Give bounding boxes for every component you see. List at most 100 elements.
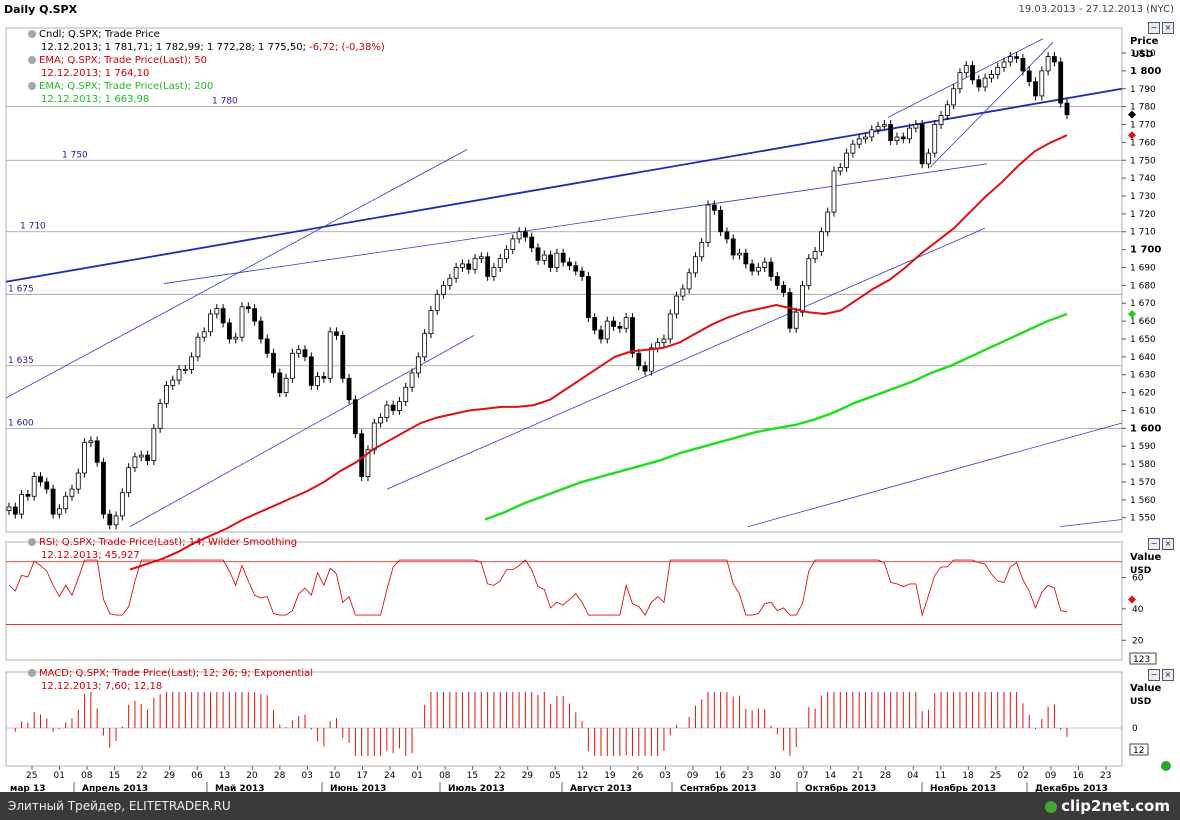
trend-line: [386, 227, 986, 490]
candle-body: [831, 170, 837, 213]
price-tick-label: 1 710: [1130, 228, 1156, 238]
ema200-marker: [1128, 309, 1136, 318]
rsi-panel-minimize-button[interactable]: −: [1148, 538, 1160, 550]
candle-body: [875, 125, 881, 131]
date-tick-label: 16: [1072, 771, 1084, 781]
macd-series-icon[interactable]: [28, 669, 36, 677]
candle-body: [453, 267, 459, 279]
candle-body: [1045, 56, 1051, 72]
candle-body: [592, 317, 598, 331]
level-label: 1 710: [20, 222, 46, 232]
candle-body: [888, 124, 894, 141]
price-tick-label: 1 720: [1130, 210, 1156, 220]
date-tick-label: 28: [880, 771, 892, 781]
price-tick-label: 1 790: [1130, 85, 1156, 95]
candle-body: [989, 74, 994, 79]
candle-body: [768, 261, 774, 277]
candle-series-icon[interactable]: [28, 30, 36, 38]
candle-body: [970, 65, 975, 81]
legend-ema200-value: 12.12.2013; 1 663,98: [41, 94, 150, 105]
candle-body: [781, 284, 787, 293]
legend-candle-label: Cndl; Q.SPX; Trade Price: [39, 29, 160, 40]
candle-body: [504, 249, 509, 259]
date-tick-label: 02: [1017, 771, 1028, 781]
chart-canvas[interactable]: 1 780 1 750 1 710 1 675 1 635 1 600 1 550 1 560…: [0, 20, 1180, 792]
price-tick-label: 1 760: [1130, 138, 1156, 148]
date-tick-label: 10: [329, 771, 341, 781]
candle-body: [384, 404, 390, 419]
date-tick-label: 15: [467, 771, 478, 781]
price-panel-minimize-button[interactable]: −: [1148, 22, 1160, 34]
candle-body: [1020, 57, 1026, 72]
date-tick-label: 29: [522, 771, 534, 781]
price-tick-label: 1 610: [1130, 406, 1156, 416]
date-tick-label: 16: [714, 771, 726, 781]
candle-body: [762, 261, 768, 268]
candle-body: [944, 104, 950, 116]
candle-body: [812, 251, 818, 259]
date-tick-label: 29: [164, 771, 176, 781]
candle-body: [88, 440, 94, 444]
macd-zero-label: 0: [1132, 724, 1138, 734]
candle-body: [1052, 56, 1057, 63]
rsi-panel-close-button[interactable]: ×: [1162, 538, 1174, 550]
legend-rsi-value: 12.12.2013; 45,927: [41, 550, 140, 561]
price-tick-label: 1 750: [1130, 156, 1156, 166]
candle-body: [674, 295, 679, 315]
ema200-series-icon[interactable]: [28, 82, 36, 90]
month-label: Август 2013: [570, 784, 632, 792]
price-tick-label: 1 730: [1130, 192, 1156, 202]
date-tick-label: 28: [274, 771, 286, 781]
candle-body: [938, 115, 944, 125]
date-tick-label: 08: [81, 771, 93, 781]
candle-body: [497, 258, 503, 268]
candle-body: [403, 386, 409, 402]
candle-body: [523, 231, 528, 238]
candle-body: [63, 495, 69, 510]
candle-body: [535, 247, 541, 261]
price-tick-label: 1 630: [1130, 371, 1156, 381]
month-label: Апрель 2013: [82, 784, 148, 792]
candle-body: [485, 256, 491, 277]
candle-body: [239, 306, 245, 338]
candle-body: [680, 288, 686, 297]
ema50-series-icon[interactable]: [28, 56, 36, 64]
candle-body: [94, 440, 100, 463]
month-label: Июль 2013: [448, 784, 505, 792]
date-tick-label: 03: [659, 771, 670, 781]
candle-body: [529, 236, 535, 249]
candle-body: [365, 449, 371, 477]
candle-body: [415, 356, 421, 374]
candle-body: [560, 252, 566, 263]
candle-body: [548, 254, 553, 268]
price-tick-label: 1 650: [1130, 335, 1156, 345]
rsi-value-box: [1129, 652, 1157, 665]
month-label: мар 13: [10, 784, 46, 792]
candle-body: [283, 377, 289, 393]
candle-body: [1026, 70, 1032, 83]
price-tick-label: 1 780: [1130, 103, 1156, 113]
candle-body: [869, 129, 875, 138]
candle-body: [107, 513, 113, 526]
chart-title: Daily Q.SPX: [4, 3, 78, 16]
legend-ema50-value: 12.12.2013; 1 764,10: [41, 68, 150, 79]
date-tick-label: 15: [109, 771, 120, 781]
macd-panel-minimize-button[interactable]: −: [1148, 669, 1160, 681]
date-tick-label: 25: [26, 771, 37, 781]
rsi-series-icon[interactable]: [28, 538, 36, 546]
date-tick-label: 01: [412, 771, 423, 781]
trend-line: [5, 87, 1123, 283]
candle-body: [334, 331, 339, 336]
macd-axis-title: Value: [1130, 683, 1161, 694]
candle-body: [856, 138, 862, 145]
candle-body: [227, 322, 232, 340]
price-panel-close-button[interactable]: ×: [1162, 22, 1174, 34]
candle-body: [894, 136, 900, 141]
macd-legend: MACD; Q.SPX; Trade Price(Last); 12; 26; …: [28, 667, 313, 693]
candle-body: [69, 488, 75, 497]
candle-body: [82, 442, 87, 474]
candle-body: [132, 456, 138, 469]
macd-panel-close-button[interactable]: ×: [1162, 669, 1174, 681]
price-legend: Cndl; Q.SPX; Trade Price 12.12.2013; 1 7…: [28, 28, 385, 106]
